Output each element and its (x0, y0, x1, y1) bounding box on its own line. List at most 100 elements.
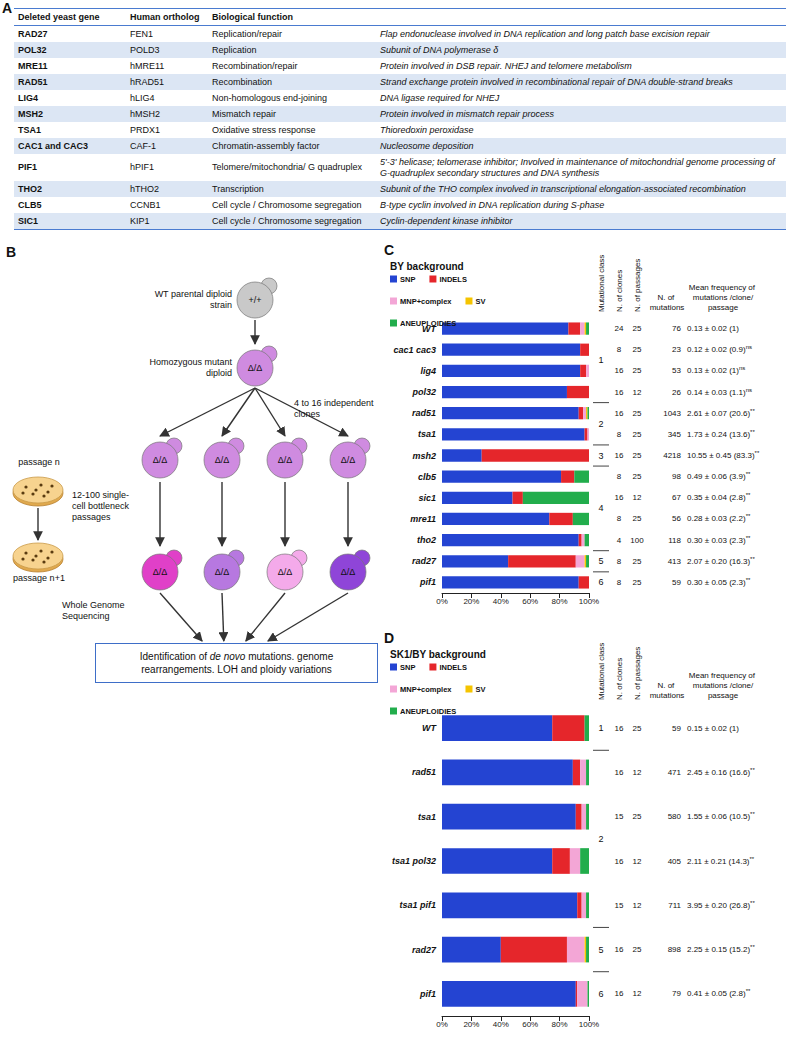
svg-text:4: 4 (617, 536, 622, 545)
svg-text:16: 16 (615, 388, 624, 397)
svg-text:16: 16 (615, 366, 624, 375)
svg-text:lig4: lig4 (420, 366, 436, 376)
svg-text:clb5: clb5 (418, 472, 437, 482)
svg-text:Δ/Δ: Δ/Δ (248, 363, 263, 373)
svg-text:16: 16 (615, 989, 624, 998)
svg-text:2.11 ± 0.21 (14.3): 2.11 ± 0.21 (14.3) (687, 857, 750, 866)
svg-text:0%: 0% (436, 597, 448, 606)
svg-text:3.95 ± 0.20 (26.8): 3.95 ± 0.20 (26.8) (687, 901, 750, 910)
svg-text:67: 67 (672, 493, 681, 502)
svg-text:1043: 1043 (663, 409, 681, 418)
svg-text:80%: 80% (552, 597, 568, 606)
svg-text:passage: passage (708, 691, 739, 700)
svg-text:8: 8 (617, 578, 622, 587)
svg-text:sic1: sic1 (418, 493, 436, 503)
svg-text:5: 5 (598, 945, 603, 955)
svg-text:WT: WT (422, 723, 437, 733)
svg-text:SK1/BY background: SK1/BY background (390, 649, 486, 660)
svg-text:rad51: rad51 (412, 408, 436, 418)
svg-text:12: 12 (633, 857, 642, 866)
svg-text:SV: SV (475, 685, 485, 694)
svg-text:**: ** (746, 535, 751, 541)
svg-text:Δ/Δ: Δ/Δ (278, 455, 293, 465)
svg-text:898: 898 (668, 945, 682, 954)
svg-text:15: 15 (615, 812, 624, 821)
svg-text:4: 4 (598, 503, 603, 513)
svg-text:1: 1 (598, 723, 603, 733)
svg-text:Δ/Δ: Δ/Δ (153, 567, 168, 577)
svg-text:16: 16 (615, 451, 624, 460)
svg-text:+/+: +/+ (248, 295, 261, 305)
svg-text:rad27: rad27 (412, 556, 437, 566)
svg-text:2.07 ± 0.20 (16.3): 2.07 ± 0.20 (16.3) (687, 557, 750, 566)
svg-text:60%: 60% (522, 1020, 538, 1029)
svg-text:rad51: rad51 (412, 767, 436, 777)
svg-text:mutations: mutations (650, 691, 685, 700)
svg-text:Δ/Δ: Δ/Δ (341, 567, 356, 577)
svg-text:Δ/Δ: Δ/Δ (215, 455, 230, 465)
svg-text:16: 16 (615, 857, 624, 866)
svg-text:25: 25 (633, 472, 642, 481)
svg-text:0.41 ± 0.05 (2.8): 0.41 ± 0.05 (2.8) (687, 989, 746, 998)
svg-text:tsa1: tsa1 (418, 429, 436, 439)
svg-text:**: ** (750, 767, 755, 773)
svg-text:N. of passages: N. of passages (633, 647, 642, 700)
svg-text:76: 76 (672, 324, 681, 333)
svg-text:**: ** (746, 471, 751, 477)
svg-text:24: 24 (615, 324, 624, 333)
svg-text:2: 2 (598, 834, 603, 844)
svg-text:16: 16 (615, 493, 624, 502)
svg-text:pif1: pif1 (419, 989, 436, 999)
svg-text:26: 26 (672, 388, 681, 397)
svg-text:0%: 0% (436, 1020, 448, 1029)
svg-text:3: 3 (598, 451, 603, 461)
svg-text:Δ/Δ: Δ/Δ (341, 455, 356, 465)
svg-text:Δ/Δ: Δ/Δ (215, 567, 230, 577)
svg-text:**: ** (746, 513, 751, 519)
svg-text:INDELS: INDELS (439, 275, 467, 284)
svg-text:4218: 4218 (663, 451, 681, 460)
svg-text:40%: 40% (493, 1020, 509, 1029)
svg-text:mutations /clone/: mutations /clone/ (693, 681, 754, 690)
svg-text:**: ** (750, 900, 755, 906)
svg-text:25: 25 (633, 514, 642, 523)
svg-text:60%: 60% (522, 597, 538, 606)
svg-text:Δ/Δ: Δ/Δ (278, 567, 293, 577)
svg-text:N. of clones: N. of clones (615, 270, 624, 312)
svg-text:100%: 100% (579, 597, 599, 606)
svg-text:passage: passage (708, 303, 739, 312)
svg-text:16: 16 (615, 768, 624, 777)
svg-text:0.28 ± 0.03 (2.2): 0.28 ± 0.03 (2.2) (687, 514, 746, 523)
svg-text:8: 8 (617, 472, 622, 481)
svg-text:mutations: mutations (650, 303, 685, 312)
svg-text:25: 25 (633, 430, 642, 439)
svg-text:**: ** (750, 811, 755, 817)
svg-text:25: 25 (633, 557, 642, 566)
svg-text:25: 25 (633, 345, 642, 354)
svg-text:BY background: BY background (390, 261, 464, 272)
svg-text:**: ** (750, 408, 755, 414)
svg-text:16: 16 (615, 724, 624, 733)
svg-text:MNP+complex: MNP+complex (400, 297, 452, 306)
svg-text:Mean frequency of: Mean frequency of (689, 671, 757, 680)
svg-text:MNP+complex: MNP+complex (400, 685, 452, 694)
svg-text:**: ** (746, 492, 751, 498)
svg-text:SNP: SNP (400, 275, 415, 284)
svg-text:100%: 100% (579, 1020, 599, 1029)
svg-text:Mutational class: Mutational class (597, 643, 606, 700)
svg-text:8: 8 (617, 514, 622, 523)
svg-text:0.13 ± 0.02 (1): 0.13 ± 0.02 (1) (687, 366, 739, 375)
svg-text:12: 12 (633, 493, 642, 502)
svg-text:tsa1 pol32: tsa1 pol32 (392, 856, 436, 866)
svg-text:25: 25 (633, 324, 642, 333)
svg-text:**: ** (755, 450, 760, 456)
svg-text:pif1: pif1 (419, 577, 436, 587)
svg-text:ANEUPLOIDIES: ANEUPLOIDIES (400, 319, 456, 328)
svg-text:Δ/Δ: Δ/Δ (153, 455, 168, 465)
svg-text:N. of passages: N. of passages (633, 259, 642, 312)
svg-text:0.15 ± 0.02 (1): 0.15 ± 0.02 (1) (687, 724, 739, 733)
svg-text:80%: 80% (552, 1020, 568, 1029)
svg-text:SNP: SNP (400, 663, 415, 672)
svg-text:**: ** (750, 556, 755, 562)
svg-text:tho2: tho2 (417, 535, 436, 545)
